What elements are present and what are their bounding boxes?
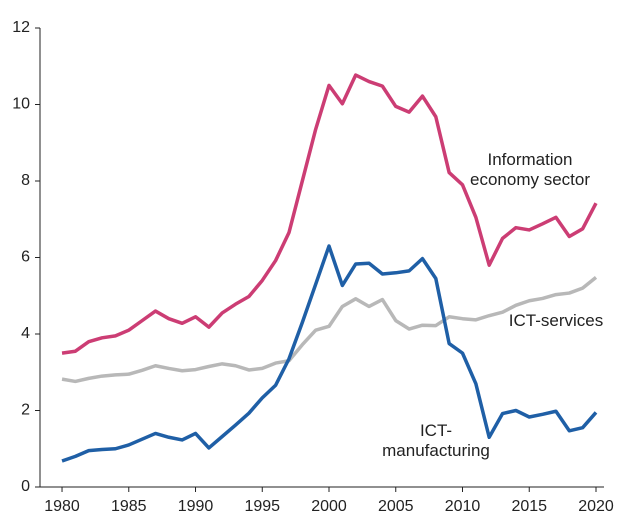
series-line xyxy=(61,276,598,384)
y-tick-label: 0 xyxy=(21,478,30,495)
series-label: ICT-services xyxy=(508,311,604,330)
series-label: ICT-manufacturing xyxy=(382,421,490,460)
y-tick-label: 6 xyxy=(21,249,30,266)
series-line xyxy=(61,244,598,463)
x-tick-label: 1995 xyxy=(244,498,280,515)
x-tick-label: 2010 xyxy=(445,498,481,515)
y-tick-label: 4 xyxy=(21,325,30,342)
series-line xyxy=(61,73,598,355)
x-tick-label: 1990 xyxy=(178,498,214,515)
y-tick-label: 12 xyxy=(12,19,30,36)
x-tick-label: 2015 xyxy=(511,498,547,515)
x-tick-label: 2005 xyxy=(378,498,414,515)
y-tick-label: 2 xyxy=(21,402,30,419)
y-tick-label: 10 xyxy=(12,96,30,113)
x-tick-label: 2020 xyxy=(578,498,614,515)
series-label: Information economy sector xyxy=(470,150,590,189)
x-tick-label: 1985 xyxy=(111,498,147,515)
y-tick-label: 8 xyxy=(21,172,30,189)
x-tick-label: 2000 xyxy=(311,498,347,515)
x-tick-label: 1980 xyxy=(44,498,80,515)
